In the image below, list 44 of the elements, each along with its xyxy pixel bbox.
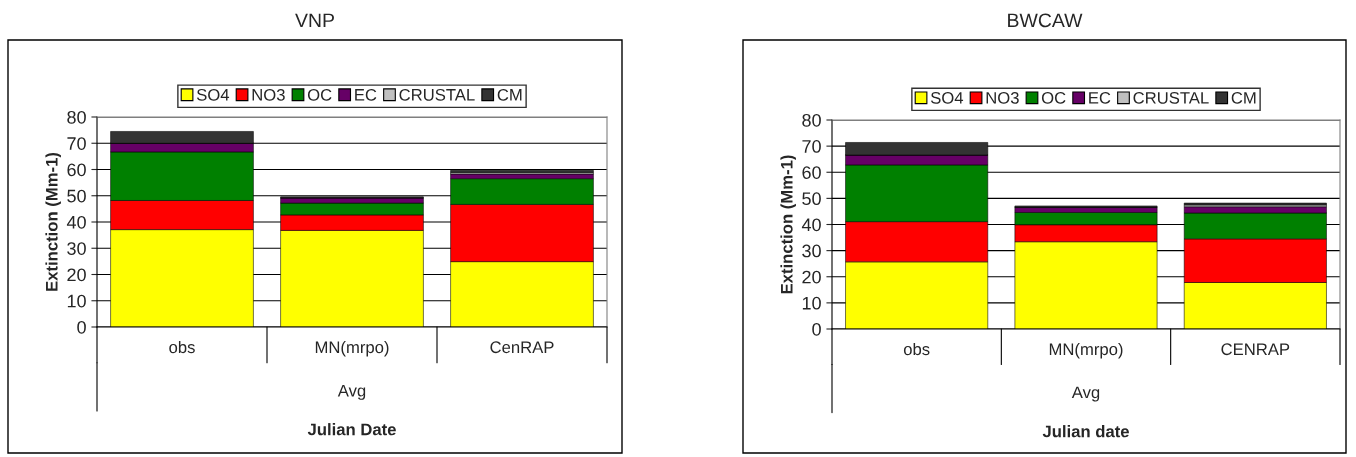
y-tick-label: 30	[802, 244, 821, 258]
legend-label: CM	[497, 88, 522, 101]
legend-label: SO4	[196, 88, 230, 101]
y-tick-label: 80	[802, 113, 821, 127]
chart-title: VNP	[295, 13, 334, 28]
text: Avg	[337, 384, 366, 400]
y-tick-label: 10	[802, 296, 821, 310]
chart-title: BWCAW	[1008, 13, 1083, 28]
y-tick-label: 0	[77, 320, 86, 334]
x-tick-label: obs	[903, 342, 930, 356]
y-tick-label: 40	[801, 218, 821, 232]
legend-label: CRUSTAL	[399, 88, 475, 101]
x-tick-label: CenRAP	[490, 341, 554, 354]
y-tick-label: 20	[802, 270, 821, 284]
y-tick-label: 70	[802, 140, 821, 153]
y-tick-label: 0	[812, 322, 821, 336]
y-tick-label: 80	[67, 110, 86, 124]
legend-label: CRUSTAL	[1133, 91, 1209, 104]
legend-label: NO3	[252, 88, 285, 101]
y-tick-label: 20	[67, 268, 86, 282]
y-tick-label: 30	[67, 242, 86, 255]
legend-label: OC	[307, 88, 332, 101]
y-axis-title: Extinction (Mm-1)	[780, 155, 796, 294]
legend-label: NO3	[986, 91, 1019, 104]
x-tick-label: obs	[169, 340, 195, 354]
y-tick-label: 50	[802, 192, 821, 206]
legend-label: CM	[1231, 91, 1256, 104]
y-tick-label: 60	[67, 163, 86, 177]
y-tick-label: 60	[802, 166, 821, 179]
x-tick-label: MN(mrpo)	[315, 340, 389, 357]
y-tick-label: 40	[66, 215, 86, 229]
y-tick-label: 10	[67, 294, 86, 308]
y-tick-label: 70	[67, 137, 86, 150]
x-tick-label: CENRAP	[1221, 343, 1290, 356]
x-axis-title: Julian Date	[307, 423, 396, 436]
legend-label: SO4	[930, 91, 964, 104]
x-axis-title: Julian date	[1042, 425, 1129, 438]
x-tick-label: MN(mrpo)	[1049, 342, 1123, 359]
text: Avg	[1071, 386, 1100, 402]
legend-label: EC	[1089, 91, 1111, 104]
legend-label: EC	[355, 88, 377, 101]
y-tick-label: 50	[67, 189, 86, 203]
y-axis-title: Extinction (Mm-1)	[45, 152, 61, 291]
legend-label: OC	[1041, 91, 1066, 104]
